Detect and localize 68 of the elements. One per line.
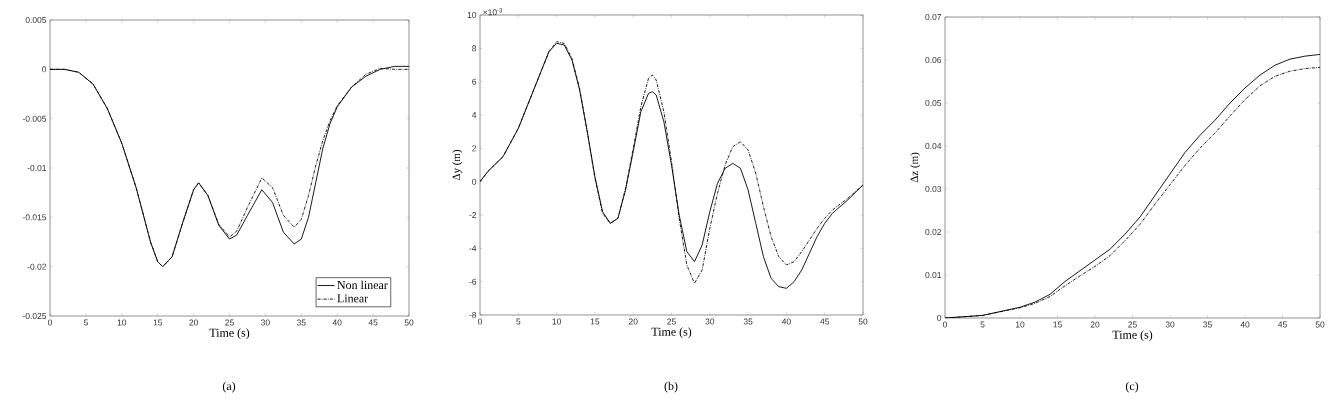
x-tick-label: 25 [225,319,234,326]
text: (c) [1125,381,1139,393]
y-tick-label: 6 [472,78,477,85]
x-tick-label: 20 [628,318,638,325]
y-tick-label: -0.025 [22,313,47,319]
x-tick-label: 10 [552,318,561,325]
x-tick-label: 15 [153,319,163,326]
y-tick-label: -6 [469,278,477,285]
y-tick-label: 0.005 [25,17,47,23]
x-tick-label: 45 [820,318,830,325]
y-tick-label: 0.04 [925,143,942,149]
y-axis-title: Δy (m) [452,149,463,181]
legend-label: Linear [337,294,369,303]
y-axis-title: Δz (m) [910,152,921,183]
y-tick-label: 0 [472,178,477,185]
y-tick-label: -0.015 [22,214,47,221]
y-tick-label: 0.02 [925,229,942,235]
x-axis-title: Time (s) [651,327,692,339]
x-tick-label: 25 [1128,321,1137,328]
y-tick-label: -4 [469,245,477,252]
x-tick-label: 5 [516,318,521,325]
y-tick-label: 0.01 [925,272,942,278]
x-tick-label: 50 [404,319,414,326]
y-tick-label: 4 [471,112,477,118]
x-tick-label: 10 [1015,321,1025,328]
y-tick-label: -8 [469,312,477,318]
x-tick-label: 5 [83,319,88,326]
x-tick-label: 35 [296,319,306,326]
x-axis-title: Time (s) [1112,330,1153,342]
y-tick-label: -0.02 [27,263,47,270]
y-tick-label: 0 [42,66,47,73]
x-axis-title: Time (s) [209,328,250,340]
x-tick-label: 5 [980,321,985,328]
y-tick-label: 2 [472,145,477,152]
y-tick-label: 0.05 [925,100,942,106]
x-tick-label: 15 [1053,321,1062,328]
x-tick-label: 25 [667,318,676,325]
text: (b) [664,381,678,393]
text: (a) [222,381,236,393]
y-tick-label: 10 [467,12,477,18]
y-tick-label: -0.01 [27,165,47,171]
x-tick-label: 50 [1315,321,1325,328]
x-tick-label: 35 [743,318,753,325]
y-tick-label: 8 [472,45,477,52]
y-tick-label: 0.03 [925,186,942,192]
x-tick-label: 0 [477,318,483,325]
x-tick-label: 35 [1203,321,1212,328]
x-tick-label: 30 [705,318,715,325]
x-tick-label: 40 [781,318,791,325]
x-tick-label: 20 [1090,321,1100,328]
x-tick-label: 30 [1165,321,1175,328]
legend-label: Non linear [337,280,388,290]
x-tick-label: 40 [1240,321,1250,328]
x-tick-label: 20 [189,319,198,326]
x-tick-label: 45 [368,319,378,326]
x-tick-label: 15 [590,318,600,325]
y-tick-label: 0.06 [925,57,942,63]
x-tick-label: 0 [943,321,948,328]
x-tick-label: 40 [332,319,342,326]
x-tick-label: 0 [47,319,53,326]
y-tick-label: 0.07 [925,14,942,20]
y-tick-label: -0.005 [22,115,47,122]
x-tick-label: 30 [261,319,270,326]
annotation: ×10$^{-3}$ [483,8,503,16]
y-tick-label: -2 [469,212,477,218]
x-tick-label: 10 [117,319,127,326]
x-tick-label: 45 [1278,321,1287,328]
x-tick-label: 50 [858,318,868,325]
